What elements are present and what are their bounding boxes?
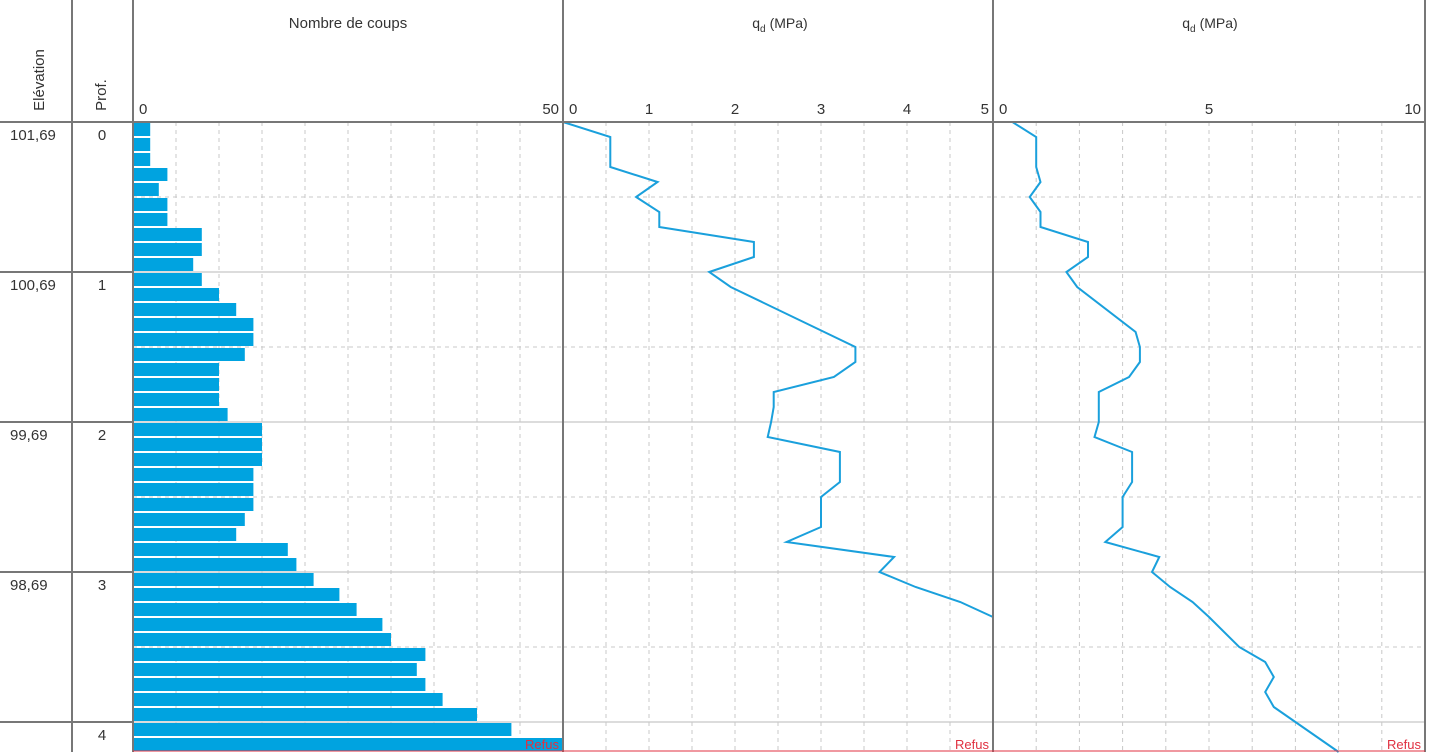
tick-label: 10 (1404, 101, 1421, 118)
refus-label: Refus (955, 737, 989, 752)
tick-label: 5 (981, 101, 989, 118)
blow-count-bar (133, 573, 314, 586)
blow-count-bar (133, 318, 254, 331)
tick-label: 0 (569, 101, 577, 118)
blow-count-bar (133, 423, 262, 436)
blow-count-bar (133, 333, 254, 346)
depth-rows: 101,69 0 100,69 1 99,69 2 98,69 3 4 (10, 127, 106, 744)
blow-count-bar (133, 378, 219, 391)
refus-label: Refus (1387, 737, 1421, 752)
blow-count-bar (133, 708, 477, 721)
blow-count-bar (133, 198, 168, 211)
blow-count-bar (133, 348, 245, 361)
panel2-title-main: q (752, 15, 760, 31)
panel3-title-unit: (MPa) (1200, 15, 1238, 31)
panel2-title-unit: (MPa) (770, 15, 808, 31)
elevation-value: 99,69 (10, 427, 48, 444)
refus-label: Refus (525, 737, 559, 752)
blow-count-bar (133, 558, 297, 571)
blow-count-bar (133, 633, 391, 646)
text-layer: Elévation Prof. Nombre de coups qd (MPa) … (31, 15, 1238, 111)
blow-count-bars (133, 123, 563, 751)
blow-count-bar (133, 138, 151, 151)
blow-count-bar (133, 363, 219, 376)
blow-count-bar (133, 153, 151, 166)
blow-count-bar (133, 483, 254, 496)
tick-label: 0 (999, 101, 1007, 118)
depth-value: 4 (98, 727, 106, 744)
blow-count-bar (133, 663, 417, 676)
refus-labels: Refus Refus Refus (525, 737, 1421, 752)
blow-count-bar (133, 693, 443, 706)
depth-header: Prof. (93, 79, 110, 111)
panel3-title-main: q (1182, 15, 1190, 31)
blow-count-bar (133, 603, 357, 616)
blow-count-bar (133, 183, 159, 196)
tick-label: 3 (817, 101, 825, 118)
depth-value: 1 (98, 277, 106, 294)
blow-count-bar (133, 453, 262, 466)
blow-count-bar (133, 408, 228, 421)
blow-count-bar (133, 528, 237, 541)
tick-label: 0 (139, 101, 147, 118)
blow-count-bar (133, 723, 512, 736)
blow-count-bar (133, 438, 262, 451)
tick-label: 1 (645, 101, 653, 118)
tick-labels: 0 50 0 1 2 3 4 5 0 5 10 (139, 101, 1421, 118)
panel2-title-sub: d (760, 24, 766, 35)
elevation-header: Elévation (31, 49, 48, 111)
blow-count-bar (133, 213, 168, 226)
blow-count-bar (133, 243, 202, 256)
panel3-title: qd (MPa) (1182, 15, 1237, 35)
blow-count-bar (133, 588, 340, 601)
qd-series-line-2 (1011, 121, 1340, 753)
qd-lines (562, 121, 1340, 753)
blow-count-bar (133, 258, 194, 271)
elevation-value: 100,69 (10, 277, 56, 294)
panel1-title: Nombre de coups (289, 15, 407, 32)
panel2-title: qd (MPa) (752, 15, 807, 35)
blow-count-bar (133, 648, 426, 661)
blow-count-bar (133, 228, 202, 241)
blow-count-bar (133, 273, 202, 286)
blow-count-bar (133, 303, 237, 316)
tick-label: 5 (1205, 101, 1213, 118)
blow-count-bar (133, 288, 219, 301)
blow-count-bar (133, 543, 288, 556)
qd-series-line-1 (562, 121, 994, 618)
grid-layer (133, 122, 1425, 752)
blow-count-bar (133, 393, 219, 406)
blow-count-bar (133, 468, 254, 481)
blow-count-bar (133, 498, 254, 511)
blow-count-bar (133, 738, 563, 751)
panel3-title-sub: d (1190, 24, 1196, 35)
blow-count-bar (133, 513, 245, 526)
elevation-value: 98,69 (10, 577, 48, 594)
tick-label: 4 (903, 101, 911, 118)
tick-label: 50 (542, 101, 559, 118)
blow-count-bar (133, 618, 383, 631)
blow-count-bar (133, 168, 168, 181)
blow-count-bar (133, 123, 151, 136)
elevation-value: 101,69 (10, 127, 56, 144)
blow-count-bar (133, 678, 426, 691)
depth-value: 2 (98, 427, 106, 444)
depth-value: 0 (98, 127, 106, 144)
depth-value: 3 (98, 577, 106, 594)
tick-label: 2 (731, 101, 739, 118)
